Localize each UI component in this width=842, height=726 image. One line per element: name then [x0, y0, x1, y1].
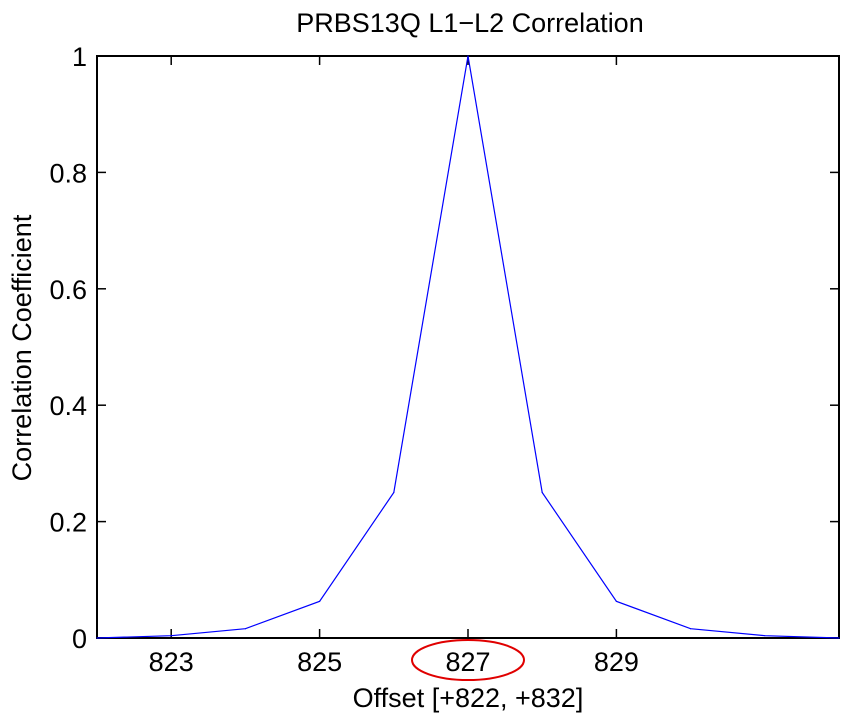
data-point — [96, 637, 98, 639]
y-tick-label: 0.4 — [49, 391, 87, 421]
x-tick-label: 827 — [445, 647, 490, 677]
y-tick-label: 0.6 — [49, 275, 87, 305]
y-tick-label: 0.2 — [49, 508, 87, 538]
x-tick-label: 829 — [594, 647, 639, 677]
data-point — [541, 491, 543, 494]
plot-frame — [96, 55, 840, 639]
x-axis-label: Offset [+822, +832] — [353, 683, 584, 713]
series-line — [96, 55, 840, 639]
data-point — [467, 55, 469, 57]
data-point — [615, 600, 618, 602]
plot-area: 823 825 827 829 0 0.2 0.4 0.6 0.8 1 — [49, 42, 840, 681]
data-point — [244, 628, 246, 630]
y-tick-label: 1 — [72, 42, 87, 72]
y-axis-label: Correlation Coefficient — [7, 214, 37, 481]
data-point — [690, 628, 692, 630]
y-tick-label: 0 — [72, 624, 87, 654]
y-tick-label: 0.8 — [49, 158, 87, 188]
x-tick-label: 825 — [297, 647, 342, 677]
data-point — [393, 491, 395, 494]
highlight-ellipse — [411, 639, 525, 681]
data-point — [764, 635, 766, 637]
chart-title: PRBS13Q L1−L2 Correlation — [296, 8, 643, 38]
x-tick-label: 823 — [149, 647, 194, 677]
data-point — [319, 600, 321, 602]
data-point — [170, 635, 172, 637]
data-point — [838, 637, 840, 639]
